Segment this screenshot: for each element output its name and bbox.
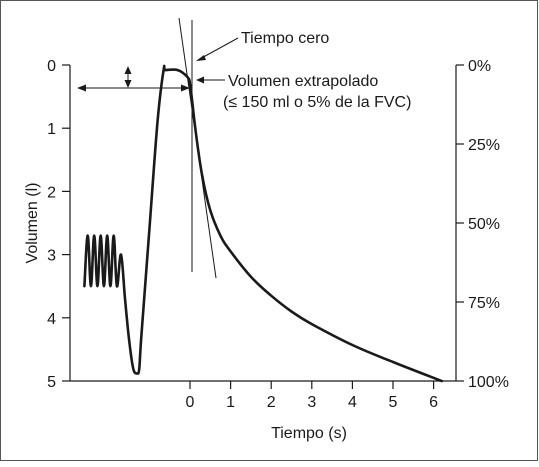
y-tick-label: 5: [47, 374, 56, 391]
volumen-extrapolado-label: Volumen extrapolado: [228, 73, 378, 90]
volume-time-curve: [83, 64, 443, 383]
y-tick-label: 0: [47, 58, 56, 75]
x-axis-label: Tiempo (s): [271, 425, 347, 442]
x-tick-label: 0: [186, 394, 195, 411]
y2-tick-label: 50%: [468, 216, 500, 233]
y-tick-label: 2: [47, 184, 56, 201]
y2-tick-label: 75%: [468, 295, 500, 312]
volumen-extrapolado-annotation: Volumen extrapolado (≤ 150 ml o 5% de la…: [196, 73, 411, 111]
vertical-double-arrow: [124, 66, 132, 88]
tiempo-cero-annotation: Tiempo cero: [196, 30, 329, 61]
y-tick-label: 4: [47, 311, 56, 328]
x-tick-label: 4: [348, 394, 357, 411]
y2-tick-label: 0%: [468, 58, 491, 75]
x-tick-label: 6: [429, 394, 438, 411]
tiempo-cero-label: Tiempo cero: [241, 30, 329, 47]
x-tick-label: 1: [226, 394, 235, 411]
y2-tick-label: 25%: [468, 137, 500, 154]
y2-tick-label: 100%: [468, 374, 509, 391]
y-tick-label: 3: [47, 248, 56, 265]
x-tick-label: 3: [307, 394, 316, 411]
horizontal-double-arrow: [77, 84, 190, 92]
x-tick-label: 2: [267, 394, 276, 411]
y-axis-label: Volumen (l): [24, 183, 41, 264]
volumen-extrapolado-note: (≤ 150 ml o 5% de la FVC): [223, 94, 411, 111]
y-tick-label: 1: [47, 121, 56, 138]
x-tick-label: 5: [389, 394, 398, 411]
